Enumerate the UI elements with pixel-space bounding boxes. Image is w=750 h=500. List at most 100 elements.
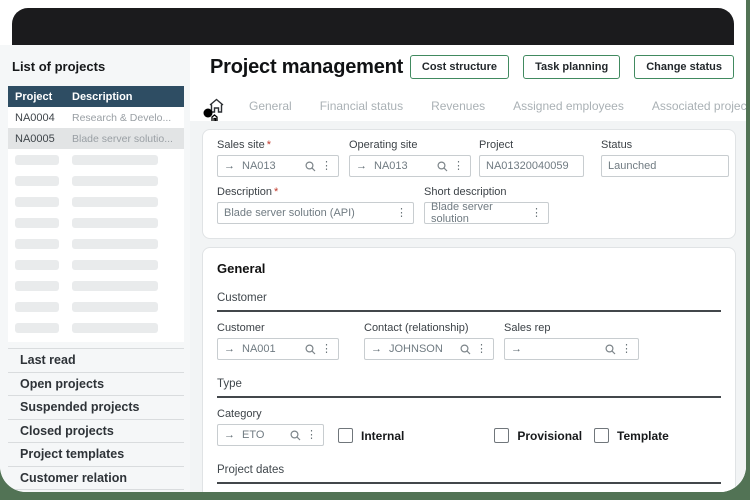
- main-panel: Project management Cost structure Task p…: [190, 45, 746, 492]
- skeleton-cell: [15, 154, 59, 165]
- table-header: Project Description: [8, 86, 184, 107]
- skeleton-rows: [8, 149, 184, 338]
- internal-checkbox-label: Internal: [361, 428, 405, 443]
- skeleton-row: [8, 296, 184, 317]
- link-arrow-icon[interactable]: →: [371, 343, 382, 355]
- cursor-indicator: [203, 108, 223, 124]
- customer-field[interactable]: → NA001 ⋮: [217, 338, 339, 360]
- link-arrow-icon[interactable]: →: [224, 343, 235, 355]
- sales-site-label: Sales site *: [217, 139, 271, 151]
- status-field[interactable]: Launched: [601, 155, 729, 177]
- kebab-icon[interactable]: ⋮: [621, 342, 632, 355]
- table-row[interactable]: NA0004 Research & Develo...: [8, 107, 184, 128]
- short-description-value: Blade server solution: [431, 201, 493, 225]
- provisional-checkbox[interactable]: [494, 428, 510, 443]
- tab-assigned-employees[interactable]: Assigned employees: [513, 99, 624, 113]
- cost-structure-button[interactable]: Cost structure: [409, 55, 510, 79]
- project-label: Project: [479, 139, 514, 151]
- status-label: Status: [601, 139, 633, 151]
- skeleton-row: [8, 254, 184, 275]
- skeleton-cell: [72, 217, 158, 228]
- sidebar-item-closed-projects[interactable]: Closed projects: [8, 420, 184, 443]
- customer-subsection-header: Customer: [217, 288, 721, 312]
- provisional-checkbox-label: Provisional: [517, 428, 583, 443]
- type-subsection-header: Type: [217, 374, 721, 398]
- form-content: Sales site * → NA013 ⋮ Opera: [190, 121, 746, 492]
- change-status-button[interactable]: Change status: [634, 55, 734, 79]
- search-icon[interactable]: [460, 343, 471, 355]
- link-arrow-icon[interactable]: →: [356, 160, 367, 172]
- sales-rep-field[interactable]: → ⋮: [504, 338, 639, 360]
- description-field[interactable]: Blade server solution (API) ⋮: [217, 202, 414, 224]
- sidebar: List of projects Project Description NA0…: [0, 45, 190, 492]
- template-checkbox[interactable]: [594, 428, 610, 443]
- kebab-icon[interactable]: ⋮: [531, 206, 542, 219]
- link-arrow-icon[interactable]: →: [511, 343, 522, 355]
- tab-bar: General Financial status Revenues Assign…: [208, 98, 746, 114]
- short-description-label: Short description: [424, 186, 507, 198]
- short-description-field[interactable]: Blade server solution ⋮: [424, 201, 549, 225]
- sidebar-item-open-projects[interactable]: Open projects: [8, 373, 184, 396]
- kebab-icon[interactable]: ⋮: [476, 342, 487, 355]
- sidebar-title: List of projects: [12, 59, 106, 74]
- tab-associated-projects[interactable]: Associated projects: [651, 99, 746, 113]
- general-section-title: General: [217, 261, 266, 276]
- sidebar-item-customer-relation[interactable]: Customer relation: [8, 467, 184, 490]
- operating-site-field[interactable]: → NA013 ⋮: [349, 155, 471, 177]
- tab-financial-status[interactable]: Financial status: [319, 99, 404, 113]
- kebab-icon[interactable]: ⋮: [306, 428, 317, 441]
- search-icon[interactable]: [305, 343, 316, 355]
- customer-value: NA001: [242, 343, 276, 355]
- operating-site-label: Operating site: [349, 139, 418, 151]
- skeleton-cell: [15, 301, 59, 312]
- skeleton-cell: [72, 154, 158, 165]
- page-title: Project management: [210, 55, 404, 78]
- link-arrow-icon[interactable]: →: [224, 429, 235, 441]
- skeleton-cell: [72, 322, 158, 333]
- column-header-description: Description: [72, 90, 133, 103]
- customer-label: Customer: [217, 322, 265, 334]
- kebab-icon[interactable]: ⋮: [321, 159, 332, 172]
- contact-field[interactable]: → JOHNSON ⋮: [364, 338, 494, 360]
- skeleton-row: [8, 275, 184, 296]
- skeleton-cell: [72, 259, 158, 270]
- kebab-icon[interactable]: ⋮: [453, 159, 464, 172]
- sidebar-item-suspended-projects[interactable]: Suspended projects: [8, 396, 184, 420]
- search-icon[interactable]: [290, 429, 301, 441]
- category-field[interactable]: → ETO ⋮: [217, 424, 324, 446]
- link-arrow-icon[interactable]: →: [224, 160, 235, 172]
- project-dates-subsection-header: Project dates: [217, 460, 721, 484]
- project-field[interactable]: NA01320040059: [479, 155, 584, 177]
- skeleton-cell: [72, 280, 158, 291]
- search-icon[interactable]: [437, 160, 448, 172]
- tab-general[interactable]: General: [249, 99, 292, 113]
- kebab-icon[interactable]: ⋮: [396, 206, 407, 219]
- skeleton-cell: [15, 196, 59, 207]
- sales-site-value: NA013: [242, 160, 276, 172]
- cell-project: NA0005: [15, 132, 55, 145]
- skeleton-cell: [72, 196, 158, 207]
- table-row-selected[interactable]: NA0005 Blade server solutio...: [8, 128, 184, 149]
- description-label: Description *: [217, 186, 279, 198]
- operating-site-value: NA013: [374, 160, 408, 172]
- sidebar-item-last-read[interactable]: Last read: [8, 349, 184, 373]
- sales-rep-label: Sales rep: [504, 322, 551, 334]
- project-value: NA01320040059: [486, 160, 569, 172]
- search-icon[interactable]: [305, 160, 316, 172]
- task-planning-button[interactable]: Task planning: [523, 55, 621, 79]
- internal-checkbox[interactable]: [338, 428, 353, 443]
- skeleton-cell: [15, 259, 59, 270]
- tab-revenues[interactable]: Revenues: [431, 99, 486, 113]
- sidebar-item-project-templates[interactable]: Project templates: [8, 443, 184, 467]
- kebab-icon[interactable]: ⋮: [321, 342, 332, 355]
- sales-site-field[interactable]: → NA013 ⋮: [217, 155, 339, 177]
- cell-description: Research & Develo...: [72, 111, 172, 124]
- skeleton-cell: [15, 217, 59, 228]
- search-icon[interactable]: [605, 343, 616, 355]
- skeleton-cell: [72, 301, 158, 312]
- description-value: Blade server solution (API): [224, 207, 355, 219]
- sidebar-nav: Last read Open projects Suspended projec…: [8, 348, 184, 490]
- contact-label: Contact (relationship): [364, 322, 469, 334]
- skeleton-row: [8, 149, 184, 170]
- skeleton-row: [8, 191, 184, 212]
